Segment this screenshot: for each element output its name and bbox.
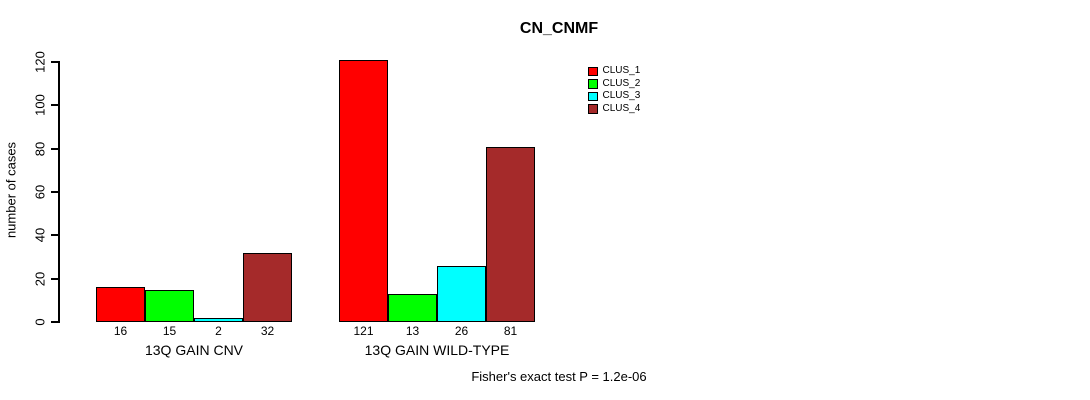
y-tick xyxy=(51,61,59,63)
y-tick xyxy=(51,234,59,237)
legend-label: CLUS_2 xyxy=(602,77,641,89)
bar-CLUS_2 xyxy=(388,293,437,322)
legend-swatch-CLUS_3 xyxy=(588,91,598,101)
y-axis-label: number of cases xyxy=(3,141,19,239)
y-tick-label: 0 xyxy=(32,318,48,326)
legend-row: CLUS_4 xyxy=(588,103,640,116)
bar-CLUS_4 xyxy=(243,252,292,322)
legend-label: CLUS_3 xyxy=(602,90,641,101)
bar-value-label: 13 xyxy=(405,324,420,338)
y-tick-label: 20 xyxy=(32,271,48,286)
bar-value-label: 15 xyxy=(162,324,177,338)
footnote: Fisher's exact test P = 1.2e-06 xyxy=(471,369,647,384)
chart-title: CN_CNMF xyxy=(519,20,599,37)
bar-CLUS_4 xyxy=(486,146,535,322)
y-tick xyxy=(51,277,59,280)
legend-row: CLUS_1 xyxy=(588,65,640,78)
legend-swatch-CLUS_1 xyxy=(588,66,598,76)
legend-label: CLUS_4 xyxy=(602,102,641,114)
y-tick xyxy=(51,191,59,193)
y-tick-label: 60 xyxy=(32,184,48,200)
bar-CLUS_3 xyxy=(194,317,243,322)
x-group-label: 13Q GAIN CNV xyxy=(144,342,244,358)
y-tick-label: 80 xyxy=(32,141,48,156)
x-group-label: 13Q GAIN WILD-TYPE xyxy=(364,342,510,358)
bar-CLUS_1 xyxy=(96,287,145,322)
y-tick-label: 100 xyxy=(32,94,48,117)
legend-label: CLUS_1 xyxy=(602,65,641,76)
y-tick xyxy=(51,147,59,150)
y-tick-label: 40 xyxy=(32,228,48,243)
bar-value-label: 81 xyxy=(503,324,518,338)
bar-value-label: 26 xyxy=(454,324,469,338)
y-tick xyxy=(51,104,59,107)
bar-value-label: 32 xyxy=(260,324,275,338)
legend-swatch-CLUS_4 xyxy=(588,104,598,114)
legend-row: CLUS_3 xyxy=(588,90,640,103)
legend-row: CLUS_2 xyxy=(588,78,640,91)
bar-value-label: 121 xyxy=(353,324,374,338)
legend-swatch-CLUS_2 xyxy=(588,79,598,89)
y-axis-line xyxy=(58,61,60,323)
bar-CLUS_3 xyxy=(437,265,486,322)
bar-CLUS_2 xyxy=(145,289,194,322)
legend: CLUS_1 CLUS_2 CLUS_3 CLUS_4 xyxy=(588,65,640,115)
bar-value-label: 2 xyxy=(215,324,222,338)
bar-value-label: 16 xyxy=(113,324,128,338)
y-tick-label: 120 xyxy=(32,51,48,73)
y-tick xyxy=(51,321,59,323)
bar-CLUS_1 xyxy=(339,59,388,322)
